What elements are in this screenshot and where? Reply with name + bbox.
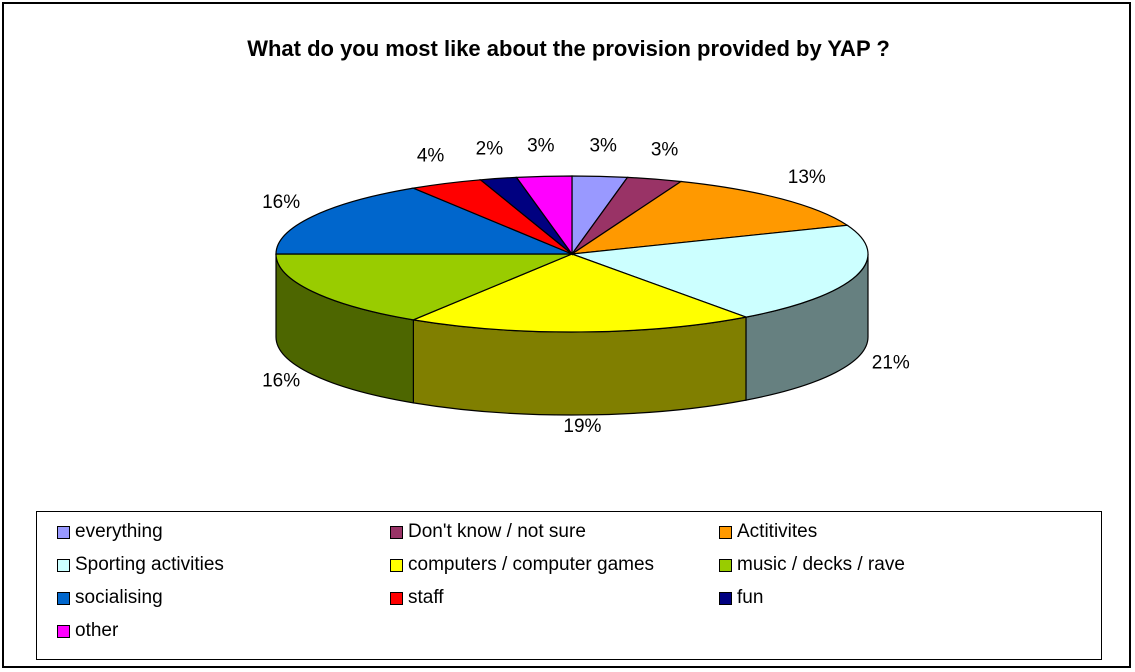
pie-slice-3	[571, 224, 869, 318]
legend-label: Don't know / not sure	[408, 521, 586, 542]
legend-swatch	[57, 558, 70, 572]
data-label-9: 3%	[527, 136, 555, 157]
legend-swatch	[390, 558, 403, 572]
legend-label: computers / computer games	[408, 554, 655, 575]
legend-item-6: socialising	[57, 587, 163, 609]
legend-swatch	[57, 591, 70, 605]
pie-slice-6	[275, 187, 573, 255]
legend: everything Don't know / not sure Actitivit…	[36, 511, 1102, 660]
pie-chart: 3% 3% 13% 21% 19% 16% 16% 4% 2% 3%	[262, 136, 910, 438]
data-label-6: 16%	[262, 192, 300, 213]
pie-slice-5	[275, 253, 573, 321]
legend-item-8: fun	[719, 587, 763, 609]
chart-title: What do you most like about the provisio…	[247, 36, 890, 61]
pie-slice-9	[515, 175, 573, 256]
legend-item-3: Sporting activities	[57, 554, 224, 576]
data-label-3: 21%	[872, 353, 910, 374]
legend-item-2: Actitivites	[719, 521, 817, 543]
legend-label: other	[75, 620, 119, 641]
pie-slice-2	[571, 180, 849, 255]
legend-swatch	[57, 624, 70, 638]
data-label-0: 3%	[589, 136, 617, 157]
legend-swatch	[57, 525, 70, 539]
legend-item-1: Don't know / not sure	[390, 521, 586, 543]
legend-item-5: music / decks / rave	[719, 554, 905, 576]
legend-swatch	[719, 591, 732, 605]
legend-item-0: everything	[57, 521, 163, 543]
legend-item-4: computers / computer games	[390, 554, 654, 576]
data-label-7: 4%	[417, 146, 445, 167]
data-label-2: 13%	[788, 167, 826, 188]
data-label-4: 19%	[563, 416, 601, 437]
legend-label: socialising	[75, 587, 163, 608]
pie-slice-4	[411, 253, 749, 333]
legend-item-7: staff	[390, 587, 444, 609]
legend-label: music / decks / rave	[737, 554, 905, 575]
legend-item-9: other	[57, 620, 118, 642]
data-label-8: 2%	[476, 139, 504, 160]
data-label-5: 16%	[262, 370, 300, 391]
pie-sides	[275, 253, 869, 416]
legend-label: fun	[737, 587, 764, 608]
legend-swatch	[390, 525, 403, 539]
legend-swatch	[719, 558, 732, 572]
data-label-1: 3%	[651, 139, 679, 160]
legend-swatch	[719, 525, 732, 539]
pie-top	[275, 175, 869, 333]
legend-label: Sporting activities	[75, 554, 224, 575]
legend-swatch	[390, 591, 403, 605]
legend-label: staff	[408, 587, 444, 608]
pie-data-labels: 3% 3% 13% 21% 19% 16% 16% 4% 2% 3%	[262, 136, 910, 438]
legend-label: Actitivites	[737, 521, 818, 542]
legend-label: everything	[75, 521, 163, 542]
